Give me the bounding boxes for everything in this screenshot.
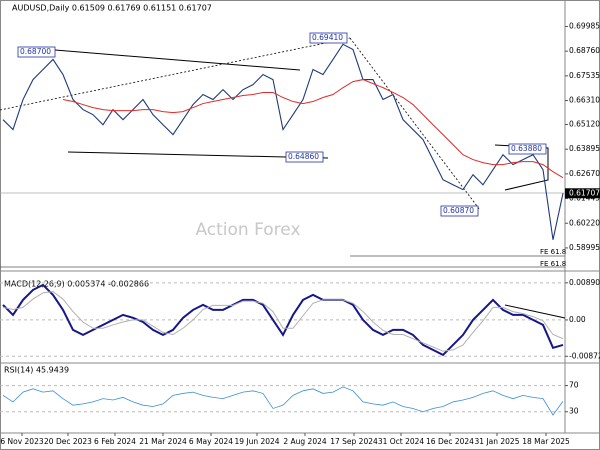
x-tick-label: 18 Mar 2025 <box>522 437 570 446</box>
y-tick-label: 0.58995 <box>569 243 600 252</box>
annotation-box <box>17 46 56 58</box>
y-tick-label: 30 <box>569 407 579 416</box>
chart-title: AUDUSD,Daily 0.61509 0.61769 0.61151 0.6… <box>12 4 212 13</box>
macd-title: MACD(12,26,9) 0.005374 -0.002866 <box>4 280 149 289</box>
annotation-box <box>285 151 324 163</box>
series-line <box>2 291 564 352</box>
last-price-label: 0.61707 <box>569 188 600 197</box>
annotation: 0.69410 <box>312 33 343 42</box>
x-tick-label: 6 May 2024 <box>189 437 233 446</box>
series-line <box>2 386 564 416</box>
x-tick-label: 6 Nov 2023 <box>0 437 43 446</box>
x-tick-label: 16 Dec 2024 <box>426 437 474 446</box>
annotation: 0.68700 <box>20 47 51 56</box>
last-price-box <box>565 188 600 199</box>
annotation: 0.63880 <box>511 144 542 153</box>
trend-line <box>0 37 351 111</box>
annotation: 0.64860 <box>288 152 319 161</box>
x-tick-label: 2 Aug 2024 <box>283 437 326 446</box>
x-tick-label: 17 Sep 2024 <box>330 437 378 446</box>
y-tick-label: 0.69985 <box>569 21 600 30</box>
annotation: 0.60870 <box>443 206 474 215</box>
y-tick-label: 0.68760 <box>569 46 600 55</box>
annotation-box <box>508 143 547 155</box>
y-tick-label: 0.66310 <box>569 96 600 105</box>
fe-label: FE 61.8 <box>540 248 566 256</box>
x-tick-label: 21 Mar 2024 <box>139 437 187 446</box>
y-tick-label: -0.008729 <box>569 351 600 360</box>
series-line <box>2 43 564 240</box>
rsi-title: RSI(14) 45.9439 <box>4 366 69 375</box>
y-tick-label: 0.008901 <box>569 278 600 287</box>
watermark: Action Forex <box>195 220 300 240</box>
x-tick-label: 31 Oct 2024 <box>378 437 425 446</box>
y-tick-label: 0.65120 <box>569 120 600 129</box>
y-tick-label: 0.00 <box>569 315 586 324</box>
trend-line <box>67 151 329 159</box>
fe-label: FE 61.8 <box>540 260 566 268</box>
trend-line <box>54 49 301 71</box>
series-line <box>62 79 564 179</box>
x-tick-label: 6 Feb 2024 <box>94 437 136 446</box>
x-tick-label: 19 Jun 2024 <box>234 437 279 446</box>
macd-trend <box>504 304 566 319</box>
y-tick-label: 0.63895 <box>569 144 600 153</box>
y-tick-label: 70 <box>569 381 579 390</box>
y-tick-label: 0.67535 <box>569 71 600 80</box>
annotation-box <box>309 32 348 44</box>
annotation-box <box>440 205 479 217</box>
x-tick-label: 20 Dec 2023 <box>44 437 92 446</box>
x-tick-label: 31 Jan 2025 <box>475 437 520 446</box>
y-tick-label: 0.60220 <box>569 218 600 227</box>
y-tick-label: 0.62670 <box>569 169 600 178</box>
